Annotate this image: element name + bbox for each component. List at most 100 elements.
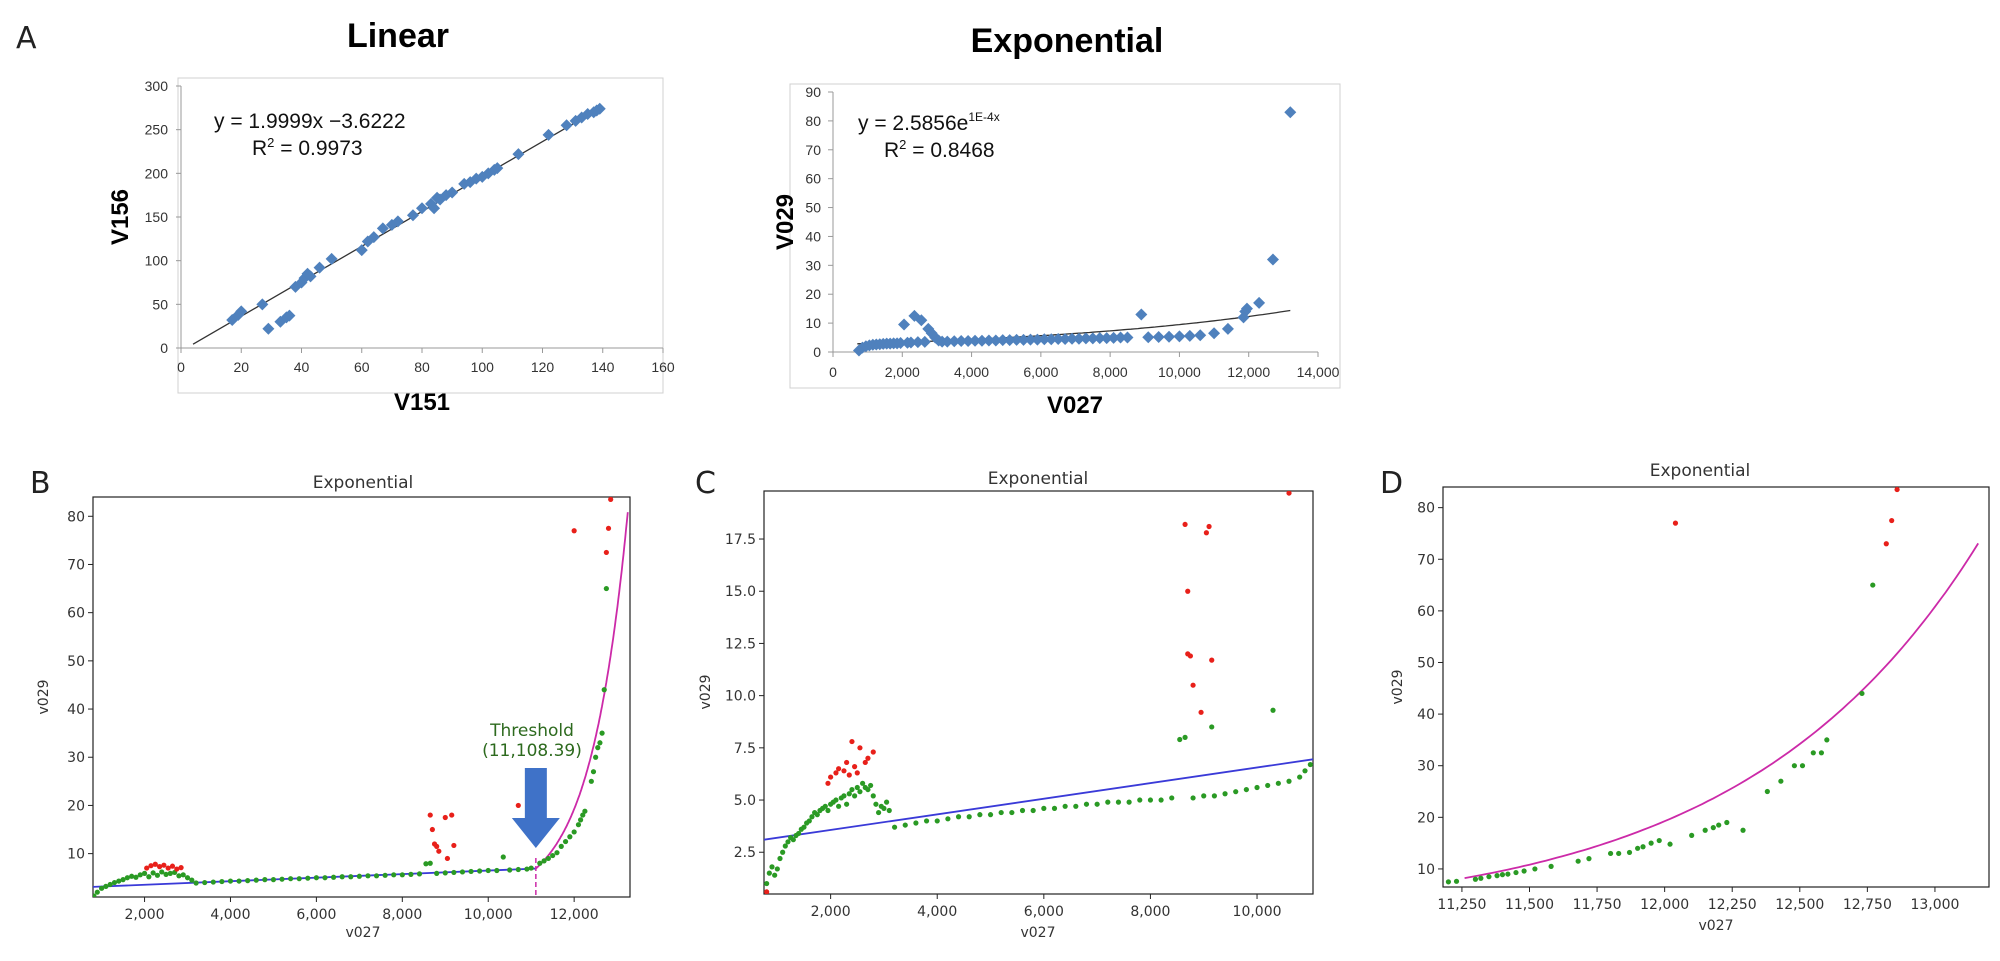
x-tick-label: 160 — [651, 359, 675, 375]
chart-a-linear-x-ticks: 0 20 40 60 80 100 120 140 160 — [177, 348, 675, 375]
data-point — [941, 335, 954, 348]
data-point — [1208, 327, 1221, 340]
data-point — [1284, 106, 1297, 119]
y-tick-label: 60 — [1417, 604, 1435, 620]
green-point — [886, 807, 892, 814]
chart-b-x-ticks: 2,000 4,000 6,000 8,000 10,000 12,000 — [125, 897, 599, 923]
chart-d-ylabel: v029 — [1390, 669, 1406, 704]
y-tick-label: 60 — [67, 606, 85, 622]
data-point — [491, 162, 504, 175]
chart-a-exponential-points — [852, 106, 1297, 357]
green-point — [537, 860, 543, 866]
chart-d-title: Exponential — [1650, 461, 1751, 481]
green-point — [580, 812, 586, 818]
green-point — [270, 877, 277, 883]
y-tick-label: 200 — [145, 165, 169, 181]
x-tick-label: 10,000 — [1233, 904, 1282, 920]
y-tick-label: 70 — [1417, 552, 1435, 568]
red-point — [764, 889, 770, 894]
green-point — [1297, 774, 1303, 780]
red-point — [1206, 523, 1212, 530]
red-point — [605, 525, 612, 531]
data-point — [1086, 332, 1099, 345]
green-point — [774, 866, 780, 872]
y-tick-label: 0 — [813, 344, 821, 360]
green-point — [1635, 845, 1641, 851]
chart-a-exponential-ylabel: V029 — [772, 194, 799, 250]
chart-b-xlabel: v027 — [345, 925, 380, 941]
data-point — [1052, 333, 1065, 345]
y-tick-label: 70 — [805, 142, 821, 158]
green-point — [1182, 734, 1188, 740]
green-point — [434, 870, 440, 876]
green-point — [485, 867, 491, 874]
green-point — [1083, 801, 1090, 807]
x-tick-label: 12,750 — [1843, 897, 1892, 913]
green-point — [955, 814, 962, 820]
green-point — [977, 812, 983, 818]
green-point — [451, 869, 457, 876]
green-point — [923, 818, 930, 824]
green-point — [1445, 879, 1452, 885]
green-point — [860, 780, 866, 786]
green-point — [423, 861, 429, 867]
green-point — [764, 880, 770, 887]
chart-a-linear-equation: y = 1.9999x −3.6222 — [214, 110, 406, 133]
data-point — [313, 261, 326, 274]
green-point — [1270, 707, 1276, 713]
data-point — [256, 298, 269, 311]
green-point — [1648, 840, 1654, 846]
chart-a-exponential-y-ticks: 0 10 20 30 40 50 60 70 80 90 — [805, 84, 833, 360]
green-point — [1799, 763, 1806, 769]
green-point — [1499, 872, 1506, 878]
y-tick-label: 250 — [145, 122, 169, 138]
points-clipped — [1445, 487, 1900, 885]
data-point — [1010, 333, 1023, 346]
data-point — [894, 337, 907, 350]
green-point — [1764, 788, 1770, 795]
x-tick-label: 8,000 — [382, 907, 422, 923]
green-point — [189, 877, 195, 883]
red-point — [152, 861, 158, 867]
red-point — [1187, 653, 1194, 659]
red-point — [451, 842, 457, 849]
green-point — [599, 730, 605, 736]
exponential-fit-line — [1464, 542, 1979, 879]
x-tick-label: 20 — [233, 359, 249, 375]
green-point — [348, 874, 354, 880]
data-point — [982, 334, 995, 347]
red-point — [148, 863, 154, 869]
y-tick-label: 20 — [67, 798, 85, 814]
green-point — [468, 868, 474, 875]
green-point — [163, 871, 169, 877]
green-point — [1094, 801, 1100, 807]
green-point — [1689, 832, 1695, 838]
x-tick-label: 12,500 — [1775, 897, 1824, 913]
red-point — [449, 812, 455, 818]
chart-c-y-ticks: 2.5 5.0 7.5 10.0 12.5 15.0 17.5 — [725, 532, 764, 861]
red-point — [165, 865, 171, 871]
x-tick-label: 10,000 — [1158, 364, 1201, 380]
red-point — [1182, 521, 1188, 528]
chart-d-y-ticks: 10 20 30 40 50 60 70 80 — [1417, 501, 1443, 878]
green-point — [1169, 795, 1175, 801]
green-point — [571, 829, 577, 835]
chart-c-frame — [763, 490, 1314, 895]
red-point — [865, 755, 871, 761]
red-point — [436, 848, 442, 854]
data-point — [325, 252, 338, 265]
chart-a-exponential-xlabel: V027 — [1047, 392, 1103, 419]
green-point — [98, 885, 105, 891]
green-point — [210, 879, 216, 885]
data-point — [1142, 331, 1155, 344]
x-tick-label: 14,000 — [1297, 364, 1340, 380]
chart-d-points — [1445, 487, 1900, 885]
green-point — [825, 807, 831, 814]
data-point — [989, 334, 1002, 347]
chart-d-xlabel: v027 — [1698, 918, 1733, 934]
data-point — [446, 186, 459, 199]
green-point — [891, 824, 898, 830]
red-point — [1883, 541, 1889, 547]
green-point — [494, 867, 500, 874]
data-point — [1003, 334, 1016, 347]
